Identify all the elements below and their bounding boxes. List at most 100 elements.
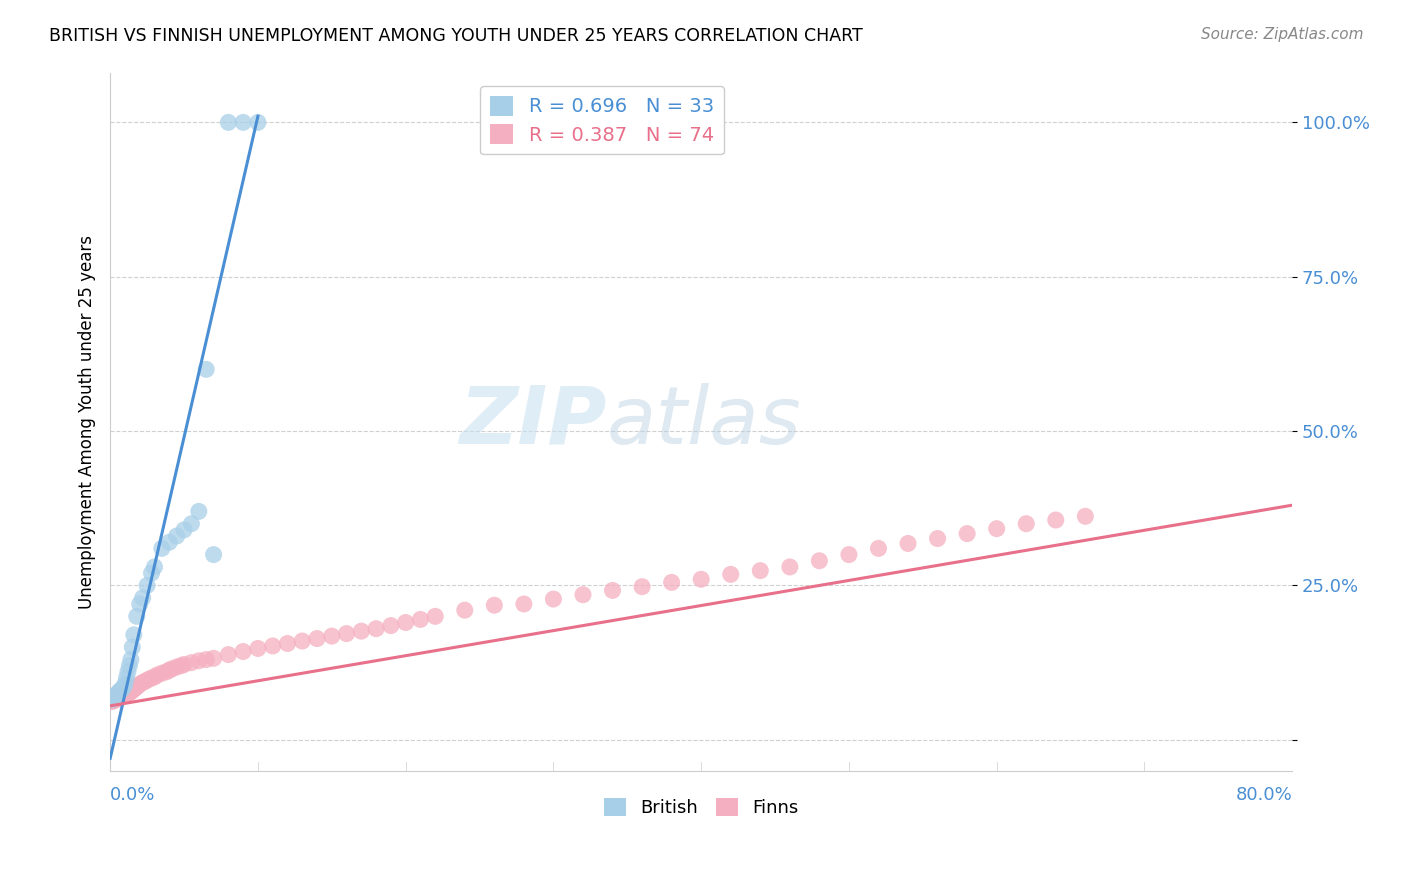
Point: [572, 588, 595, 602]
Point: [127, 678, 149, 692]
Point: [100, 692, 122, 706]
Point: [122, 628, 145, 642]
Point: [1045, 513, 1067, 527]
Point: [690, 572, 713, 586]
Point: [454, 603, 477, 617]
Point: [155, 665, 177, 679]
Point: [120, 652, 142, 666]
Point: [217, 648, 239, 662]
Point: [121, 683, 143, 698]
Point: [187, 504, 209, 518]
Point: [150, 541, 173, 556]
Point: [112, 681, 135, 695]
Point: [246, 115, 269, 129]
Point: [380, 618, 402, 632]
Point: [484, 598, 506, 612]
Point: [202, 651, 225, 665]
Point: [118, 686, 141, 700]
Point: [543, 592, 565, 607]
Point: [897, 536, 920, 550]
Point: [143, 670, 166, 684]
Point: [1074, 509, 1097, 524]
Point: [125, 680, 148, 694]
Point: [217, 115, 239, 129]
Point: [111, 690, 134, 704]
Point: [105, 692, 128, 706]
Point: [146, 668, 169, 682]
Text: 0.0%: 0.0%: [110, 786, 156, 804]
Point: [110, 690, 132, 704]
Point: [779, 560, 801, 574]
Point: [180, 656, 202, 670]
Point: [141, 566, 163, 580]
Point: [246, 641, 269, 656]
Point: [160, 662, 183, 676]
Point: [108, 690, 131, 705]
Point: [187, 654, 209, 668]
Point: [808, 554, 831, 568]
Point: [141, 671, 163, 685]
Point: [202, 548, 225, 562]
Point: [114, 677, 136, 691]
Point: [425, 609, 447, 624]
Point: [110, 683, 132, 698]
Point: [166, 529, 188, 543]
Point: [166, 660, 188, 674]
Point: [409, 612, 432, 626]
Point: [927, 532, 949, 546]
Point: [101, 690, 124, 705]
Point: [107, 686, 129, 700]
Point: [118, 658, 141, 673]
Point: [395, 615, 418, 630]
Point: [111, 682, 134, 697]
Point: [120, 684, 142, 698]
Legend: British, Finns: British, Finns: [596, 790, 806, 824]
Point: [135, 674, 157, 689]
Point: [986, 522, 1008, 536]
Point: [868, 541, 890, 556]
Point: [173, 523, 195, 537]
Point: [125, 609, 148, 624]
Point: [115, 671, 138, 685]
Text: atlas: atlas: [606, 383, 801, 461]
Point: [105, 689, 128, 703]
Point: [143, 560, 166, 574]
Point: [350, 624, 373, 639]
Text: Source: ZipAtlas.com: Source: ZipAtlas.com: [1201, 27, 1364, 42]
Point: [136, 578, 159, 592]
Text: BRITISH VS FINNISH UNEMPLOYMENT AMONG YOUTH UNDER 25 YEARS CORRELATION CHART: BRITISH VS FINNISH UNEMPLOYMENT AMONG YO…: [49, 27, 863, 45]
Point: [195, 362, 218, 376]
Point: [956, 526, 979, 541]
Point: [720, 567, 742, 582]
Point: [112, 689, 135, 703]
Point: [602, 583, 624, 598]
Point: [131, 591, 153, 605]
Point: [232, 115, 254, 129]
Point: [138, 673, 160, 687]
Point: [513, 597, 536, 611]
Point: [631, 580, 654, 594]
Point: [335, 626, 357, 640]
Point: [104, 692, 127, 706]
Point: [122, 682, 145, 697]
Point: [117, 665, 139, 679]
Point: [173, 657, 195, 672]
Point: [128, 677, 150, 691]
Point: [305, 632, 328, 646]
Point: [170, 658, 193, 673]
Point: [276, 636, 298, 650]
Point: [131, 675, 153, 690]
Point: [107, 690, 129, 705]
Point: [195, 652, 218, 666]
Point: [1015, 516, 1038, 531]
Point: [838, 548, 860, 562]
Point: [115, 687, 138, 701]
Point: [104, 690, 127, 704]
Point: [157, 535, 180, 549]
Point: [121, 640, 143, 655]
Point: [321, 629, 343, 643]
Point: [661, 575, 683, 590]
Y-axis label: Unemployment Among Youth under 25 years: Unemployment Among Youth under 25 years: [79, 235, 96, 609]
Point: [108, 684, 131, 698]
Point: [101, 694, 124, 708]
